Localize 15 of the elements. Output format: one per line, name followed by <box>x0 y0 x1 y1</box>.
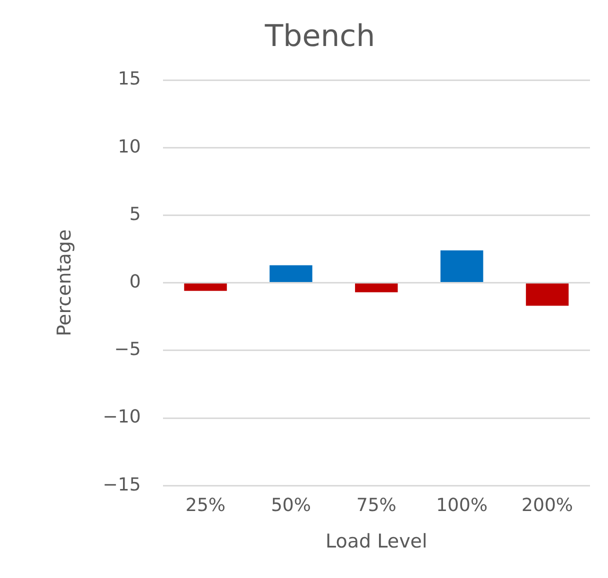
y-axis-title: Percentage <box>53 229 76 336</box>
x-axis-title: Load Level <box>326 530 428 553</box>
y-tick-label: 10 <box>118 136 141 158</box>
x-tick-label: 50% <box>270 495 311 516</box>
chart-title: Tbench <box>264 18 376 54</box>
y-tick-label: −10 <box>102 406 141 428</box>
y-tick-label: −5 <box>114 339 141 360</box>
x-tick-label: 75% <box>356 495 396 516</box>
x-tick-label: 200% <box>522 495 574 516</box>
x-tick-label: 25% <box>186 495 226 516</box>
y-tick-label: 15 <box>118 68 141 90</box>
y-tick-label: 0 <box>129 271 141 292</box>
x-tick-label: 100% <box>436 495 488 516</box>
y-tick-label: −15 <box>102 474 141 496</box>
y-tick-label: 5 <box>129 204 141 225</box>
